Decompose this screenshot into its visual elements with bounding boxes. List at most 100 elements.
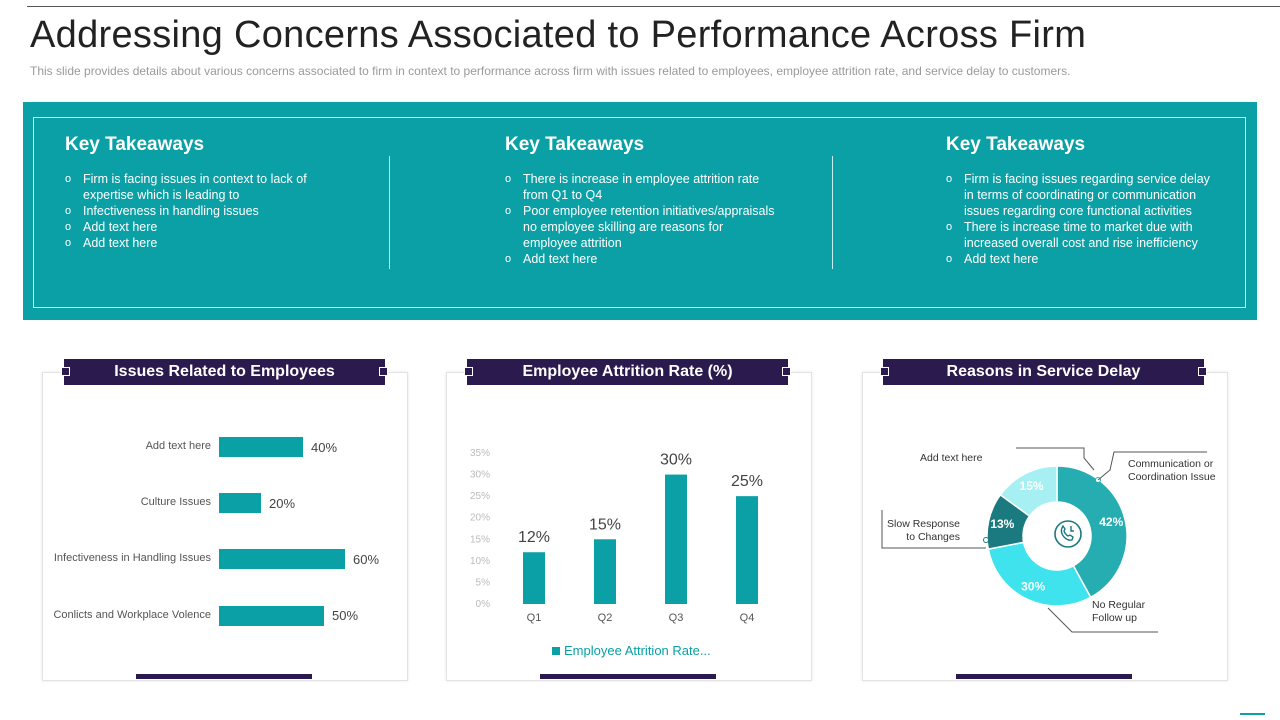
legend-label: Employee Attrition Rate... <box>564 643 711 658</box>
slice-percent-label: 30% <box>1021 580 1045 594</box>
bar-value-label: 30% <box>660 452 692 469</box>
leader-line <box>1016 447 1095 471</box>
y-tick-label: 25% <box>470 491 490 502</box>
bar-value-label: 12% <box>518 529 550 546</box>
slice-label-line: Coordination Issue <box>1128 471 1216 483</box>
slice-label-line: to Changes <box>906 531 960 543</box>
hbar-category-label: Infectiveness in Handling Issues <box>53 552 211 564</box>
takeaway-title: Key Takeaways <box>65 134 205 155</box>
takeaway-item: Firm is facing issues in context to lack… <box>65 171 325 203</box>
header-corner-square <box>61 367 70 376</box>
attrition-bar <box>736 496 758 604</box>
page-subtitle: This slide provides details about variou… <box>30 64 1071 78</box>
attrition-bar <box>523 552 545 604</box>
x-category-label: Q2 <box>598 612 613 624</box>
x-category-label: Q1 <box>527 612 542 624</box>
header-corner-square <box>464 367 473 376</box>
y-tick-label: 5% <box>476 577 491 588</box>
takeaway-list: There is increase in employee attrition … <box>505 171 775 267</box>
header-corner-square <box>379 367 388 376</box>
takeaway-item: Firm is facing issues regarding service … <box>946 171 1216 219</box>
hbar-category-label: Conlicts and Workplace Volence <box>53 609 211 621</box>
attrition-bar <box>665 474 687 604</box>
top-rule <box>27 6 1280 7</box>
phone-clock-icon <box>1054 520 1082 548</box>
attrition-bar <box>594 539 616 604</box>
hbar <box>219 493 261 513</box>
attrition-card-title: Employee Attrition Rate (%) <box>522 363 733 380</box>
column-divider <box>389 156 390 269</box>
card-footer-bar <box>956 674 1132 679</box>
slice-percent-label: 13% <box>990 517 1014 531</box>
slice-percent-label: 15% <box>1020 479 1044 493</box>
hbar-value-label: 50% <box>332 608 359 623</box>
takeaway-item: Add text here <box>946 251 1216 267</box>
hbar <box>219 606 324 626</box>
x-category-label: Q3 <box>669 612 684 624</box>
slice-label-line: Communication or <box>1128 458 1214 470</box>
hbar-value-label: 60% <box>353 552 380 567</box>
attrition-card-header: Employee Attrition Rate (%) <box>464 359 791 385</box>
key-takeaways-panel: Key Takeaways Firm is facing issues in c… <box>23 102 1257 320</box>
y-tick-label: 30% <box>470 470 490 481</box>
donut-slice <box>999 465 1058 518</box>
leader-line <box>1047 607 1158 633</box>
takeaway-item: Infectiveness in handling issues <box>65 203 325 219</box>
header-corner-square <box>880 367 889 376</box>
bar-value-label: 25% <box>731 473 763 490</box>
service-delay-card-title: Reasons in Service Delay <box>946 363 1141 380</box>
y-tick-label: 20% <box>470 513 490 524</box>
leader-line <box>881 510 986 549</box>
takeaway-list: Firm is facing issues regarding service … <box>946 171 1216 267</box>
slice-label: Slow Response to Changes <box>887 518 960 543</box>
bottom-accent-line <box>1240 713 1265 715</box>
hbar <box>219 437 303 457</box>
attrition-bar-chart: 0% 5% 10% 15% 20% 25% 30% 35% 12% Q1 15% Q2 30% Q3 25%… <box>470 448 763 624</box>
slice-label: Add text here <box>920 452 983 464</box>
card-footer-bar <box>136 674 312 679</box>
takeaway-item: There is increase time to market due wit… <box>946 219 1216 251</box>
y-tick-label: 10% <box>470 556 490 567</box>
service-delay-donut-chart: Add text here Communication or Coordinati… <box>881 447 1216 633</box>
card-footer-bar <box>540 674 716 679</box>
header-corner-square <box>1198 367 1207 376</box>
takeaway-item: There is increase in employee attrition … <box>505 171 775 203</box>
page-title: Addressing Concerns Associated to Perfor… <box>30 14 1087 56</box>
slice-label: Communication or Coordination Issue <box>1128 458 1216 483</box>
employees-card <box>42 372 408 681</box>
legend-swatch <box>552 646 560 655</box>
employees-card-header: Issues Related to Employees <box>61 359 388 385</box>
slice-label-line: Follow up <box>1092 612 1137 624</box>
slice-percent-label: 42% <box>1099 515 1123 529</box>
hbar-category-label: Add text here <box>145 440 211 452</box>
phone-clock-icon <box>1046 512 1090 556</box>
key-takeaways-frame: Key Takeaways Firm is facing issues in c… <box>33 117 1246 308</box>
hbar <box>219 549 345 569</box>
slice-label-line: No Regular <box>1092 599 1146 611</box>
bar-value-label: 15% <box>589 516 621 533</box>
slice-label-line: Slow Response <box>887 518 960 530</box>
column-divider <box>832 156 833 269</box>
takeaway-title: Key Takeaways <box>946 134 1086 155</box>
slice-label: No Regular Follow up <box>1092 599 1146 624</box>
employees-card-title: Issues Related to Employees <box>114 363 335 380</box>
takeaway-item: Add text here <box>65 235 325 251</box>
y-tick-label: 35% <box>470 448 490 459</box>
takeaway-item: Add text here <box>65 219 325 235</box>
takeaway-list: Firm is facing issues in context to lack… <box>65 171 325 251</box>
hbar-category-label: Culture Issues <box>140 496 211 508</box>
header-corner-square <box>782 367 791 376</box>
donut-slice <box>987 541 1092 607</box>
hbar-value-label: 40% <box>311 440 338 455</box>
y-tick-label: 0% <box>476 599 491 610</box>
donut-slice <box>1056 465 1128 599</box>
takeaway-title: Key Takeaways <box>505 134 645 155</box>
y-tick-label: 15% <box>470 534 490 545</box>
leader-dot <box>983 537 989 543</box>
leader-line <box>1097 451 1207 481</box>
hbar-value-label: 20% <box>269 496 296 511</box>
attrition-legend: Employee Attrition Rate... <box>552 643 711 658</box>
takeaway-item: Add text here <box>505 251 775 267</box>
takeaway-item: Poor employee retention initiatives/appr… <box>505 203 775 251</box>
service-delay-card-header: Reasons in Service Delay <box>880 359 1207 385</box>
